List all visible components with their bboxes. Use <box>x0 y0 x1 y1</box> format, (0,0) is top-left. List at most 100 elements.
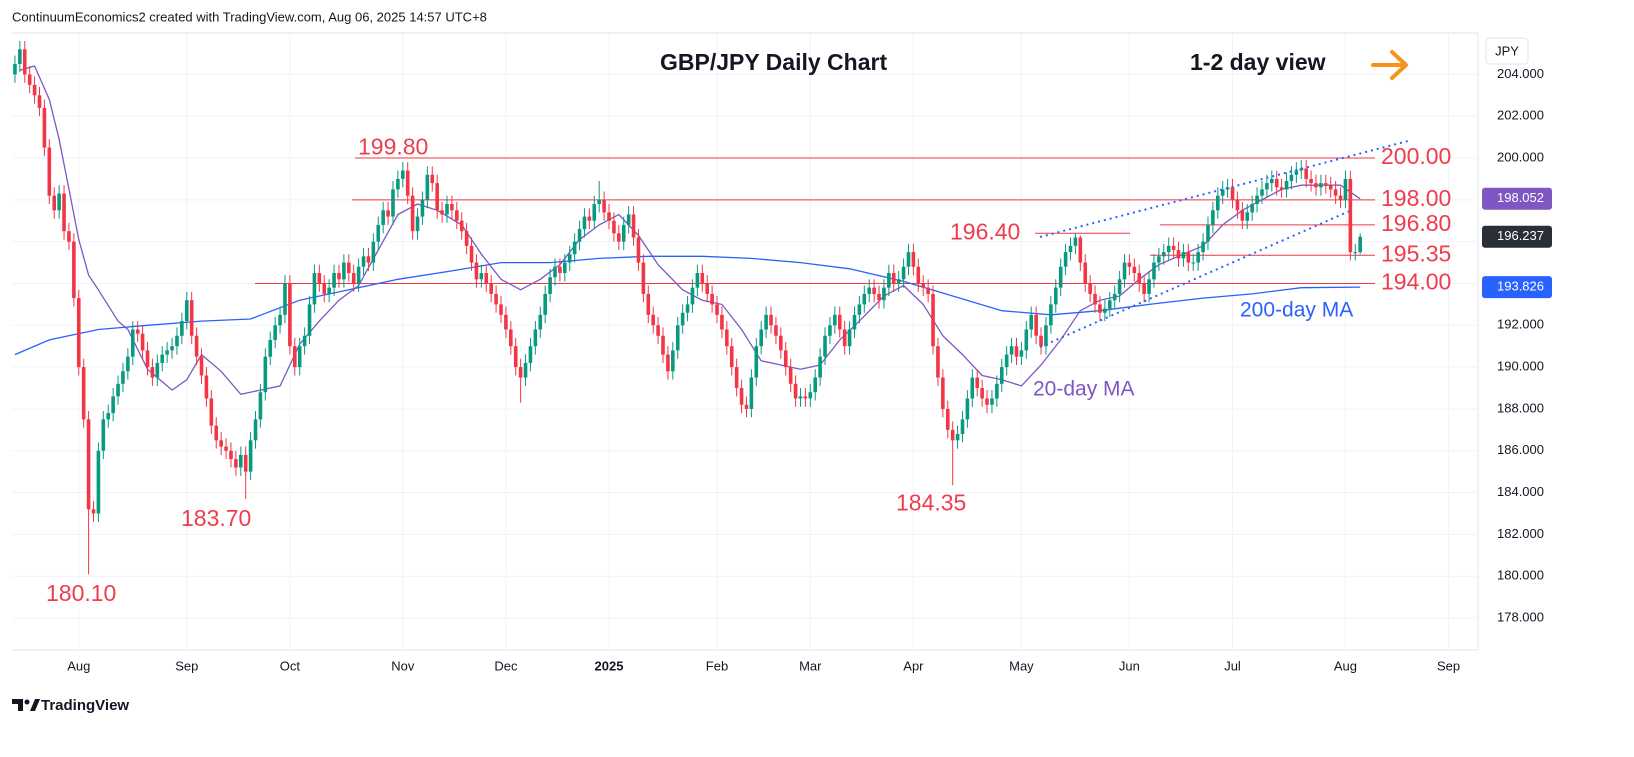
candle <box>538 306 543 338</box>
candle <box>243 446 248 499</box>
y-tick-label: 182.000 <box>1497 526 1544 541</box>
moving-average <box>19 65 1361 396</box>
candle <box>1127 254 1132 276</box>
x-tick-label: Aug <box>67 658 90 673</box>
candle <box>469 237 474 271</box>
candle-body <box>1044 325 1048 347</box>
candle-body <box>22 49 27 75</box>
candle <box>793 375 798 407</box>
candle-body <box>926 287 930 294</box>
candle-body <box>67 231 71 242</box>
candle <box>553 258 557 286</box>
candle <box>882 279 886 309</box>
candle-body <box>847 329 852 347</box>
candle-body <box>631 214 636 238</box>
candle <box>160 346 165 372</box>
candle-body <box>1240 210 1245 221</box>
arrow-head <box>1390 50 1408 80</box>
candle-body <box>175 335 179 347</box>
candle-body <box>346 262 351 274</box>
candle <box>867 279 872 303</box>
candle <box>224 438 228 460</box>
candle <box>121 362 125 393</box>
candle <box>577 220 582 251</box>
candle-body <box>209 398 214 426</box>
candle-body <box>523 362 528 378</box>
candle <box>376 216 381 251</box>
candle-body <box>528 346 533 363</box>
candle-body <box>808 392 813 399</box>
candle <box>563 254 567 282</box>
candle <box>558 258 562 282</box>
candle <box>111 388 115 422</box>
candle-body <box>916 266 921 284</box>
candle <box>700 264 705 292</box>
price-box <box>1482 276 1552 299</box>
candle-body <box>160 354 165 363</box>
candle <box>140 325 145 359</box>
candle-body <box>1235 199 1240 211</box>
candle-body <box>1269 178 1274 184</box>
candle <box>278 306 282 334</box>
series-label: 20-day MA <box>1033 378 1135 401</box>
candle <box>410 187 415 240</box>
candle-body <box>91 509 96 514</box>
candle <box>769 306 773 334</box>
candle-body <box>764 314 768 330</box>
candle-body <box>1019 350 1024 357</box>
candle-body <box>680 312 685 326</box>
candle <box>273 316 277 349</box>
candle-body <box>612 220 616 234</box>
candle <box>931 285 935 355</box>
candle <box>180 312 184 345</box>
candle <box>175 327 179 355</box>
candle <box>950 421 955 486</box>
candle-body <box>248 440 253 472</box>
candle-body <box>950 429 955 441</box>
candle <box>52 187 57 219</box>
candle <box>155 354 160 386</box>
candle-body <box>513 346 518 368</box>
candle-body <box>563 262 567 274</box>
candle <box>1324 174 1328 194</box>
candle-body <box>823 335 827 357</box>
annotation-label: 196.40 <box>950 218 1020 244</box>
candle-body <box>101 419 106 451</box>
candle-body <box>479 273 484 280</box>
chart-subtitle: 1-2 day view <box>1190 49 1326 75</box>
currency: JPY <box>1495 43 1519 58</box>
candle <box>283 275 287 324</box>
candle-body <box>597 199 601 205</box>
candle-body <box>1122 262 1127 280</box>
logo-dot <box>24 699 30 705</box>
candle <box>597 181 601 213</box>
candle <box>219 431 223 455</box>
candle <box>842 321 847 355</box>
candle <box>401 162 405 188</box>
x-tick-label: Nov <box>391 658 415 673</box>
candle <box>936 337 940 386</box>
candle <box>813 369 818 401</box>
candle-body <box>725 329 729 347</box>
candle-body <box>47 147 52 196</box>
candle-body <box>430 174 435 184</box>
candle <box>1157 247 1161 271</box>
candle-body <box>617 233 621 242</box>
candle-body <box>798 396 803 399</box>
candle-body <box>1049 304 1053 326</box>
candle-body <box>533 329 538 347</box>
candle-body <box>553 266 557 278</box>
candle-body <box>1137 273 1142 284</box>
candle <box>837 306 842 338</box>
candle <box>965 390 970 428</box>
candle <box>970 369 975 407</box>
candle <box>361 247 366 276</box>
candle-body <box>1196 252 1200 263</box>
candle <box>523 354 528 386</box>
candle <box>872 279 876 303</box>
candle <box>921 275 926 297</box>
candle <box>1078 235 1083 271</box>
candle-body <box>990 398 994 405</box>
candle <box>887 264 891 297</box>
